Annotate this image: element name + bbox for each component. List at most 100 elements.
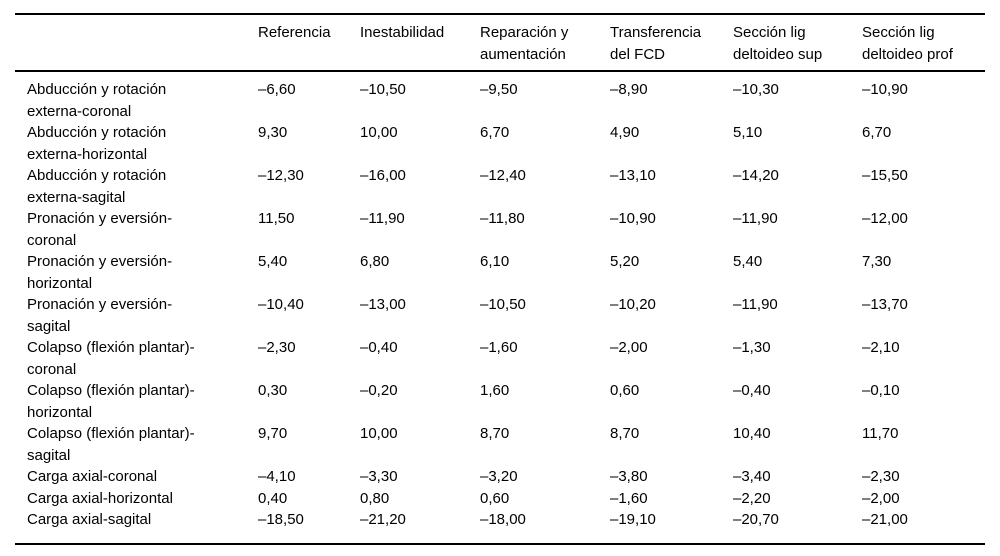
value-cell: –6,60 (258, 81, 296, 98)
value-cell: –10,30 (733, 81, 779, 98)
row-label: Colapso (flexión plantar)- horizontal (27, 382, 195, 421)
value-cell: –10,90 (610, 210, 656, 227)
value-cell: –9,50 (480, 81, 518, 98)
row-label: Carga axial-horizontal (27, 489, 173, 507)
value-cell: 8,70 (610, 425, 640, 442)
value-cell: –11,90 (733, 210, 778, 227)
value-cell: 1,60 (480, 382, 510, 399)
corner-cell (15, 14, 258, 72)
table-row: Pronación y eversión- horizontal 5,40 6,80… (15, 251, 985, 294)
value-cell: –16,00 (360, 167, 406, 184)
row-label: Abducción y rotación externa-coronal (27, 81, 167, 120)
value-cell: 6,70 (862, 124, 892, 141)
value-cell: –11,90 (360, 210, 405, 227)
value-cell: –2,00 (862, 489, 900, 507)
value-cell: 6,70 (480, 124, 510, 141)
value-cell: –10,50 (480, 296, 526, 313)
value-cell: –13,00 (360, 296, 406, 313)
row-label: Abducción y rotación externa-sagital (27, 167, 167, 206)
value-cell: –13,10 (610, 167, 656, 184)
value-cell: –0,20 (360, 382, 398, 399)
table-row: Colapso (flexión plantar)- coronal –2,30 –… (15, 337, 985, 380)
value-cell: 4,90 (610, 124, 640, 141)
value-cell: 10,40 (733, 425, 771, 442)
row-label: Colapso (flexión plantar)- coronal (27, 339, 195, 378)
row-label: Abducción y rotación externa-horizontal (27, 124, 167, 163)
value-cell: –15,50 (862, 167, 908, 184)
row-label: Pronación y eversión- horizontal (27, 253, 173, 292)
column-header: Inestabilidad (360, 14, 480, 72)
value-cell: 6,10 (480, 253, 510, 270)
row-label: Pronación y eversión- coronal (27, 210, 173, 249)
value-cell: –2,10 (862, 339, 900, 356)
value-cell: –1,60 (610, 489, 648, 507)
value-cell: 0,60 (480, 489, 510, 507)
table-row: Colapso (flexión plantar)- sagital 9,70 10… (15, 423, 985, 466)
table-row: Carga axial-horizontal 0,40 0,80 0,60 –1,60 –… (15, 488, 985, 510)
value-cell: –11,90 (733, 296, 778, 313)
value-cell: –3,40 (733, 468, 771, 485)
value-cell: 11,70 (862, 425, 899, 442)
column-header: Reparación y aumentación (480, 14, 610, 72)
column-header: Sección lig deltoideo sup (733, 14, 862, 72)
row-label: Colapso (flexión plantar)- sagital (27, 425, 195, 464)
value-cell: –12,40 (480, 167, 526, 184)
value-cell: –10,20 (610, 296, 656, 313)
value-cell: 10,00 (360, 425, 398, 442)
value-cell: –10,50 (360, 81, 406, 98)
value-cell: –21,20 (360, 511, 406, 528)
value-cell: –18,00 (480, 511, 526, 528)
value-cell: –0,40 (360, 339, 398, 356)
row-label: Pronación y eversión- sagital (27, 296, 173, 335)
column-header: Transferencia del FCD (610, 14, 733, 72)
table-row: Abducción y rotación externa-coronal –6,6… (15, 71, 985, 122)
table-row: Pronación y eversión- coronal 11,50 –11,90… (15, 208, 985, 251)
value-cell: –13,70 (862, 296, 908, 313)
results-table: Referencia Inestabilidad Reparación y aume… (15, 13, 985, 545)
value-cell: –8,90 (610, 81, 648, 98)
value-cell: –3,20 (480, 468, 518, 485)
value-cell: –18,50 (258, 511, 304, 528)
value-cell: –1,60 (480, 339, 518, 356)
table-body: Abducción y rotación externa-coronal –6,6… (15, 71, 985, 544)
row-label: Carga axial-sagital (27, 511, 152, 528)
value-cell: 5,40 (258, 253, 288, 270)
header-row: Referencia Inestabilidad Reparación y aume… (15, 14, 985, 72)
value-cell: 9,70 (258, 425, 288, 442)
table-row: Colapso (flexión plantar)- horizontal 0,3… (15, 380, 985, 423)
row-label: Carga axial-coronal (27, 468, 158, 485)
value-cell: –10,40 (258, 296, 304, 313)
value-cell: –14,20 (733, 167, 779, 184)
value-cell: 0,40 (258, 489, 288, 507)
value-cell: 7,30 (862, 253, 892, 270)
table-row: Pronación y eversión- sagital –10,40 –13,0… (15, 294, 985, 337)
value-cell: 8,70 (480, 425, 510, 442)
value-cell: –1,30 (733, 339, 771, 356)
value-cell: –0,10 (862, 382, 900, 399)
value-cell: –2,00 (610, 339, 648, 356)
value-cell: 6,80 (360, 253, 390, 270)
value-cell: –10,90 (862, 81, 908, 98)
value-cell: 5,20 (610, 253, 640, 270)
value-cell: –12,00 (862, 210, 908, 227)
value-cell: –19,10 (610, 511, 656, 528)
value-cell: –11,80 (480, 210, 525, 227)
results-table-container: Referencia Inestabilidad Reparación y aume… (15, 13, 985, 545)
value-cell: 9,30 (258, 124, 288, 141)
value-cell: –2,20 (733, 489, 771, 507)
column-header: Sección lig deltoideo prof (862, 14, 985, 72)
value-cell: –12,30 (258, 167, 304, 184)
value-cell: –4,10 (258, 468, 296, 485)
table-row: Carga axial-coronal –4,10 –3,30 –3,20 –3,80 –… (15, 466, 985, 488)
table-row: Abducción y rotación externa-sagital –12,… (15, 165, 985, 208)
value-cell: –3,30 (360, 468, 398, 485)
value-cell: 0,30 (258, 382, 288, 399)
value-cell: –2,30 (862, 468, 900, 485)
value-cell: –21,00 (862, 511, 908, 528)
table-row: Carga axial-sagital –18,50 –21,20 –18,00 –19… (15, 509, 985, 544)
value-cell: 0,60 (610, 382, 640, 399)
value-cell: –3,80 (610, 468, 648, 485)
value-cell: –20,70 (733, 511, 779, 528)
value-cell: 5,40 (733, 253, 763, 270)
value-cell: –0,40 (733, 382, 771, 399)
